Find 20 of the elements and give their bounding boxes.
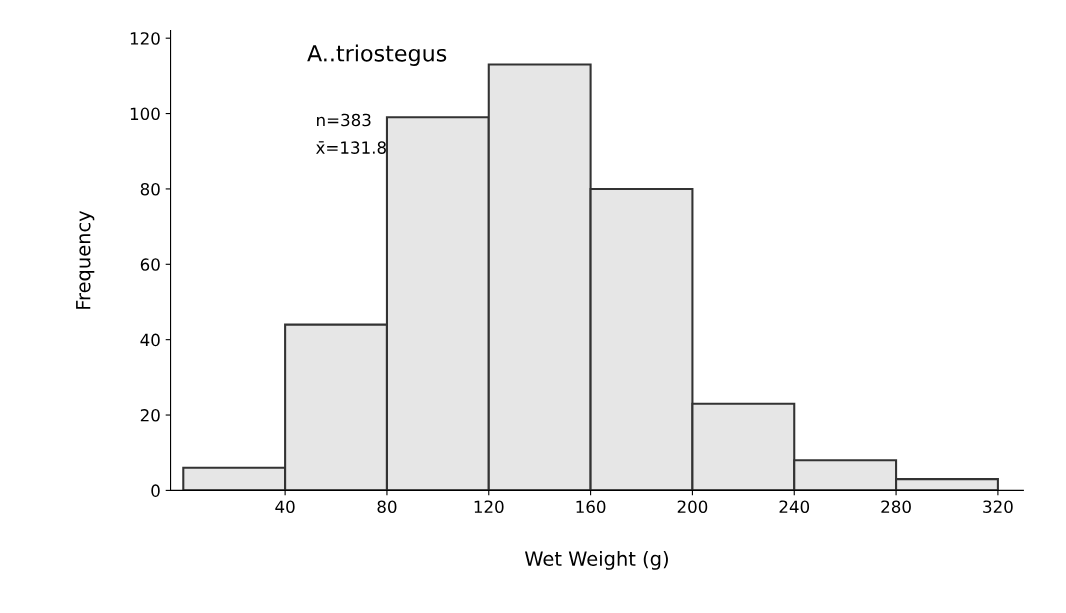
x-tick-label: 160: [576, 500, 606, 514]
y-tick-label: 60: [140, 258, 160, 271]
y-tick-label: 20: [140, 408, 160, 422]
x-tick-label: 200: [677, 500, 708, 514]
annotation: n=383: [317, 113, 371, 127]
x-tick-label: 120: [474, 500, 504, 514]
y-tick-label: 40: [140, 333, 160, 347]
x-tick-label: 240: [779, 500, 810, 514]
annotation: x̄=131.8: [316, 141, 386, 154]
y-tick-label: 120: [130, 32, 160, 45]
x-tick-label: 320: [983, 500, 1013, 514]
y-tick-label: 100: [130, 107, 160, 121]
x-tick-label: 80: [377, 500, 397, 514]
y-axis-title: Frequency: [76, 210, 95, 309]
x-tick-label: 280: [881, 500, 911, 514]
x-axis-title: Wet Weight (g): [524, 550, 668, 570]
y-tick-label: 80: [140, 182, 160, 196]
y-tick-label: 0: [151, 484, 160, 497]
annotation: A..triostegus: [307, 44, 447, 66]
x-tick-label: 40: [275, 500, 295, 514]
